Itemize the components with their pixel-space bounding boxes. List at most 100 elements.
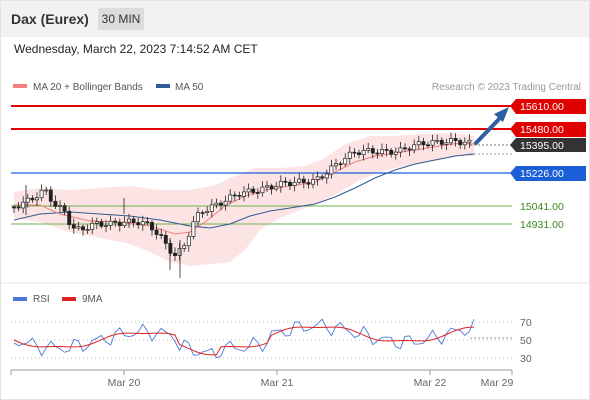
- svg-text:15610.00: 15610.00: [520, 101, 564, 113]
- candle-body: [292, 181, 297, 187]
- candle-body: [283, 180, 288, 183]
- rsi-line: [13, 318, 475, 359]
- candle-body: [398, 147, 403, 153]
- candle-body: [35, 197, 39, 201]
- candle-body: [25, 197, 30, 203]
- candle-body: [347, 151, 352, 159]
- candle-body: [255, 192, 260, 194]
- candle-body: [251, 188, 256, 193]
- candle-body: [228, 194, 233, 202]
- candle-body: [159, 234, 164, 236]
- candle-body: [191, 221, 196, 237]
- candle-body: [186, 235, 191, 247]
- candle-body: [223, 200, 228, 206]
- candle-body: [53, 200, 58, 207]
- candle-body: [453, 138, 458, 141]
- level-label-s3: 14931.00: [520, 219, 564, 231]
- candle-body: [30, 197, 35, 201]
- candle-body: [182, 245, 187, 249]
- candle-body: [370, 148, 375, 154]
- candle-body: [122, 221, 127, 227]
- copyright-text: Research © 2023 Trading Central: [432, 82, 581, 93]
- candle-body: [361, 149, 366, 155]
- candle-body: [12, 206, 16, 209]
- candle-body: [393, 151, 398, 155]
- candle-body: [380, 149, 384, 154]
- candle-body: [219, 202, 223, 206]
- candle-body: [416, 141, 421, 146]
- ma50-line: [13, 153, 475, 229]
- candle-body: [200, 212, 205, 214]
- candle-body: [421, 141, 426, 146]
- svg-text:15226.00: 15226.00: [520, 168, 564, 180]
- candle-body: [113, 220, 118, 223]
- candle-body: [357, 152, 361, 155]
- level-label-s2: 15041.00: [520, 201, 564, 213]
- candle-body: [467, 139, 472, 143]
- candle-body: [140, 221, 145, 226]
- rsi-tick-30: 30: [520, 353, 532, 365]
- candle-body: [435, 139, 440, 142]
- candle-body: [274, 186, 279, 190]
- candle-body: [108, 220, 113, 226]
- candle-body: [297, 178, 302, 183]
- candle-body: [315, 176, 320, 180]
- candle-body: [58, 205, 62, 207]
- candle-body: [21, 201, 26, 209]
- rsi-ma-legend-swatch: [62, 297, 76, 301]
- level-label-s1: 15226.00: [510, 166, 586, 181]
- candle-body: [320, 176, 325, 179]
- candle-body: [196, 212, 200, 223]
- candle-body: [426, 144, 430, 147]
- candle-body: [352, 151, 357, 154]
- candle-body: [329, 165, 334, 175]
- candle-body: [324, 173, 329, 179]
- candle-body: [246, 188, 251, 193]
- svg-text:15395.00: 15395.00: [520, 140, 564, 152]
- candle-body: [117, 222, 122, 227]
- candle-body: [375, 152, 380, 155]
- candle-body: [127, 218, 131, 223]
- level-label-last: 15395.00: [510, 138, 586, 152]
- candle-body: [44, 189, 49, 192]
- candle-body: [99, 221, 104, 227]
- rsi-legend-swatch: [13, 297, 27, 301]
- candle-body: [232, 194, 237, 197]
- candle-body: [81, 226, 85, 231]
- candle-body: [260, 186, 265, 194]
- candle-body: [62, 205, 67, 212]
- candle-body: [173, 252, 177, 256]
- candle-body: [136, 222, 141, 226]
- time-label-mar29: Mar 29: [481, 377, 514, 389]
- candle-body: [389, 150, 394, 155]
- candle-body: [145, 221, 150, 224]
- time-label-mar20: Mar 20: [108, 377, 141, 389]
- level-label-r2: 15610.00: [510, 99, 586, 114]
- candle-body: [48, 189, 53, 202]
- bullish-arrow-icon: [474, 114, 504, 145]
- rsi-ma-line: [13, 326, 475, 356]
- ma20-legend-swatch: [13, 84, 27, 88]
- candle-body: [205, 211, 210, 213]
- candle-body: [265, 185, 269, 188]
- candle-body: [269, 185, 274, 190]
- candle-body: [154, 229, 159, 235]
- candle-body: [311, 179, 315, 185]
- rsi-tick-70: 70: [520, 317, 532, 329]
- candle-body: [430, 140, 435, 146]
- candle-body: [163, 234, 168, 244]
- candle-body: [407, 148, 412, 151]
- candle-body: [76, 226, 81, 229]
- timeframe-button[interactable]: 30 MIN: [98, 8, 144, 30]
- time-label-mar21: Mar 21: [261, 377, 294, 389]
- candle-body: [71, 224, 76, 229]
- candle-body: [444, 142, 449, 145]
- svg-text:15480.00: 15480.00: [520, 124, 564, 136]
- candle-body: [458, 140, 463, 146]
- instrument-title: Dax (Eurex): [11, 11, 89, 27]
- candle-body: [237, 195, 242, 197]
- candle-body: [150, 222, 154, 231]
- rsi-ma-legend-label: 9MA: [82, 294, 103, 305]
- rsi-legend-label: RSI: [33, 294, 50, 305]
